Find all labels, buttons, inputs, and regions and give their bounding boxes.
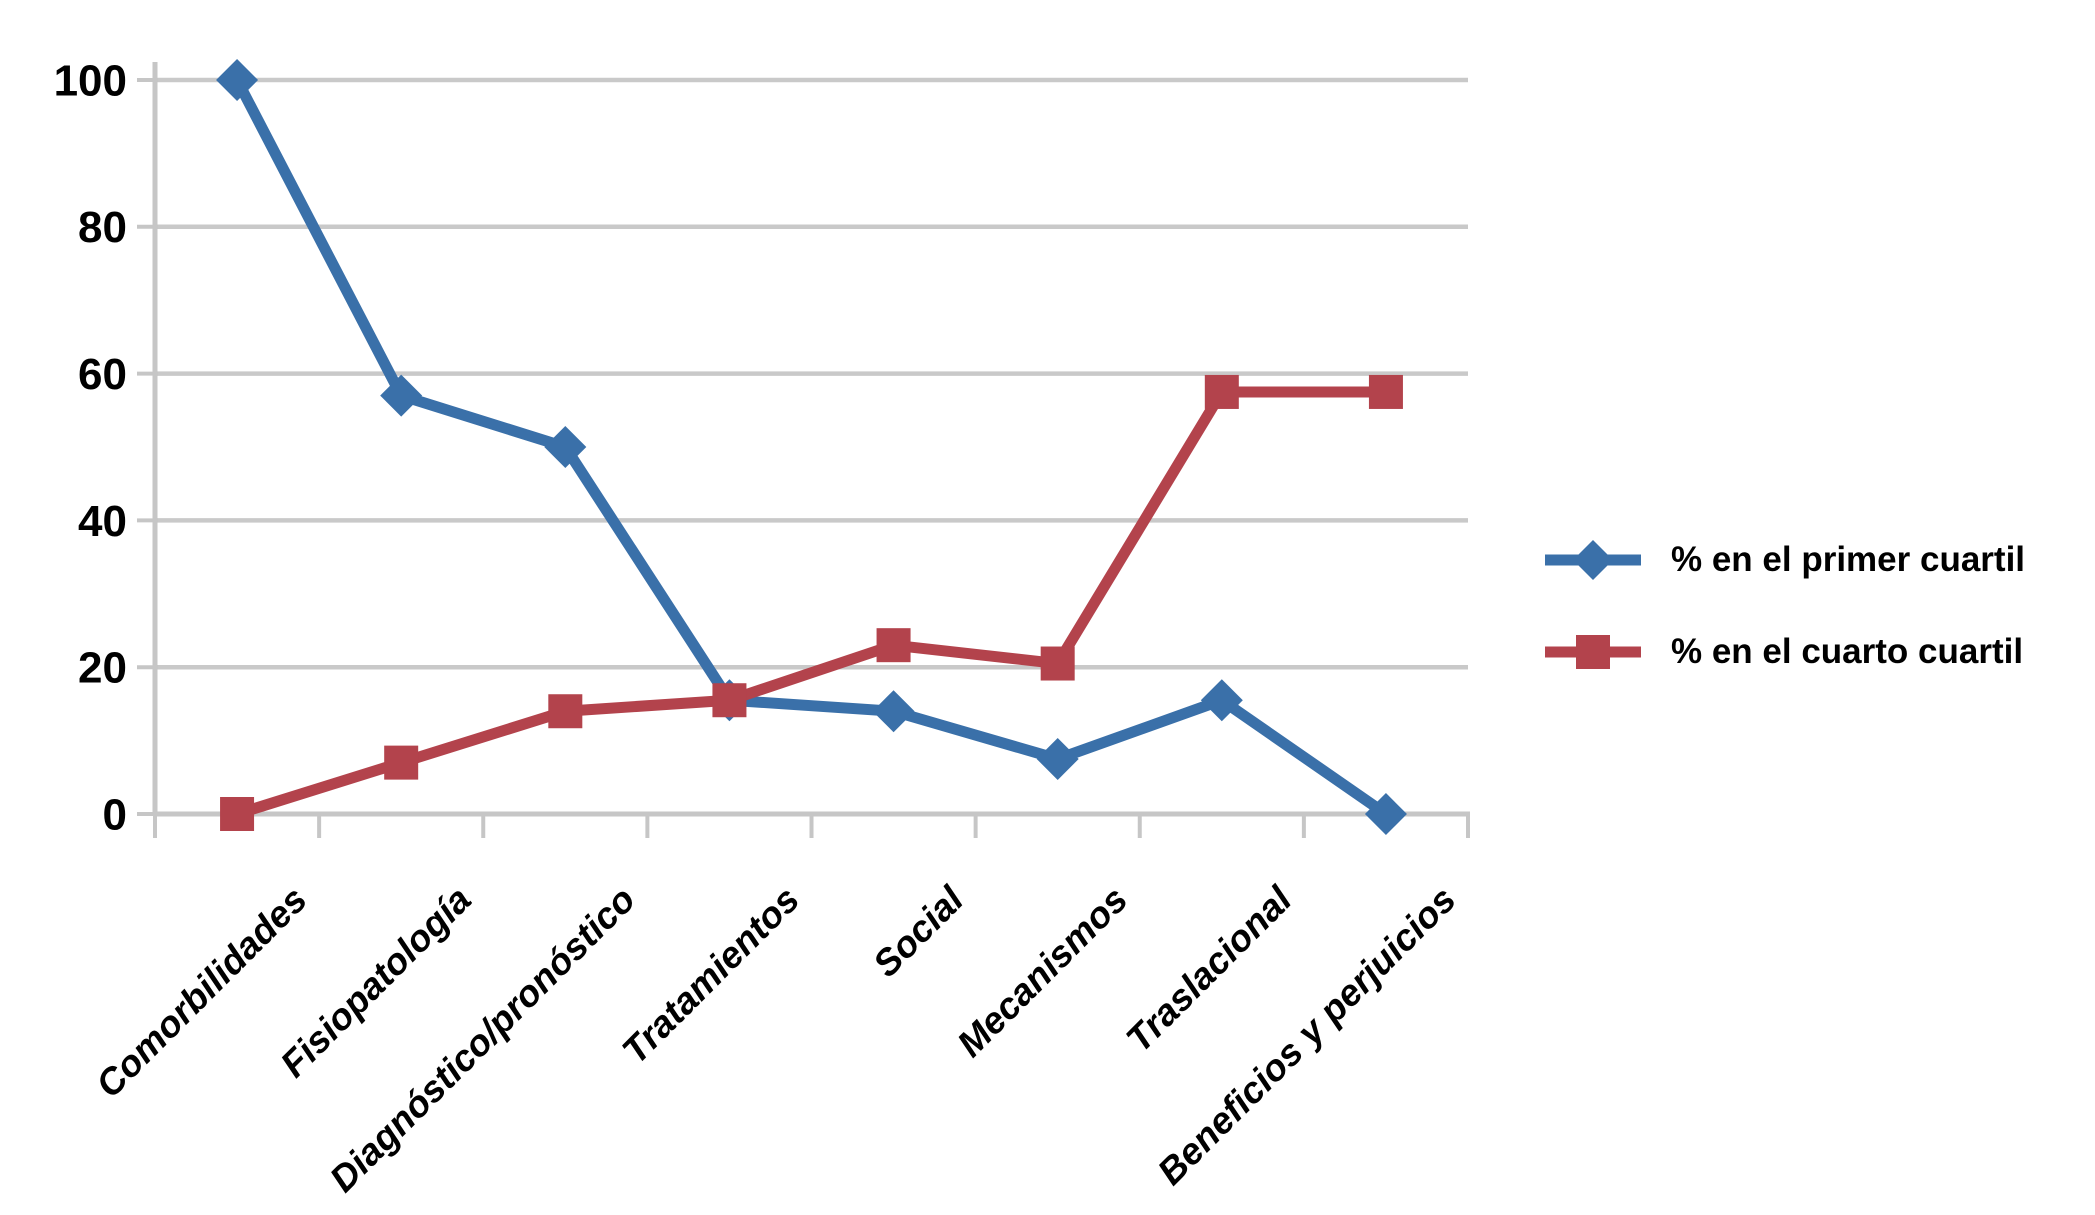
marker-diamond-0-5 [1036, 737, 1079, 780]
x-category-label-0: Comorbilidades [88, 879, 315, 1106]
x-category-label-6: Traslacional [1118, 878, 1300, 1060]
legend-label-cuarto-cuartil: % en el cuarto cuartil [1671, 632, 2024, 671]
marker-diamond-0-1 [380, 374, 423, 417]
x-category-label-3: Tratamientos [614, 879, 807, 1072]
marker-square-1-5 [1040, 646, 1075, 681]
marker-diamond-0-6 [1200, 679, 1243, 722]
marker-square-1-3 [712, 683, 747, 718]
y-tick-label-60: 60 [78, 350, 127, 399]
legend-square-icon [1576, 635, 1610, 669]
legend-diamond-icon [1573, 540, 1613, 580]
chart-legend: % en el primer cuartil % en el cuarto cu… [1545, 532, 2025, 680]
marker-diamond-0-2 [544, 426, 587, 468]
marker-square-1-4 [876, 628, 911, 663]
y-tick-label-80: 80 [78, 203, 127, 252]
marker-square-1-1 [384, 745, 419, 780]
x-category-label-7: Beneficios y perjuicios [1150, 879, 1464, 1193]
marker-square-1-7 [1368, 374, 1403, 409]
series-1 [220, 374, 1403, 831]
legend-item-primer-cuartil: % en el primer cuartil [1545, 532, 2025, 588]
legend-item-cuarto-cuartil: % en el cuarto cuartil [1545, 624, 2025, 680]
x-category-label-4: Social [865, 878, 972, 985]
series-0 [216, 59, 1407, 835]
legend-label-primer-cuartil: % en el primer cuartil [1671, 540, 2026, 579]
y-tick-label-20: 20 [78, 644, 127, 693]
y-tick-label-100: 100 [54, 56, 127, 105]
marker-diamond-0-0 [216, 59, 259, 101]
series-line-1 [231, 386, 1392, 820]
y-tick-label-40: 40 [78, 497, 127, 546]
legend-swatch-square-icon [1545, 635, 1641, 669]
marker-diamond-0-7 [1364, 793, 1407, 835]
series-line-0 [231, 74, 1392, 820]
marker-diamond-0-4 [872, 690, 915, 733]
y-tick-label-0: 0 [103, 790, 127, 839]
x-category-label-5: Mecanismos [949, 879, 1135, 1065]
marker-square-1-6 [1204, 374, 1239, 409]
marker-square-1-2 [548, 694, 583, 729]
legend-swatch-diamond-icon [1545, 540, 1641, 580]
marker-square-1-0 [220, 797, 255, 831]
x-category-label-2: Diagnóstico/pronóstico [322, 879, 643, 1200]
